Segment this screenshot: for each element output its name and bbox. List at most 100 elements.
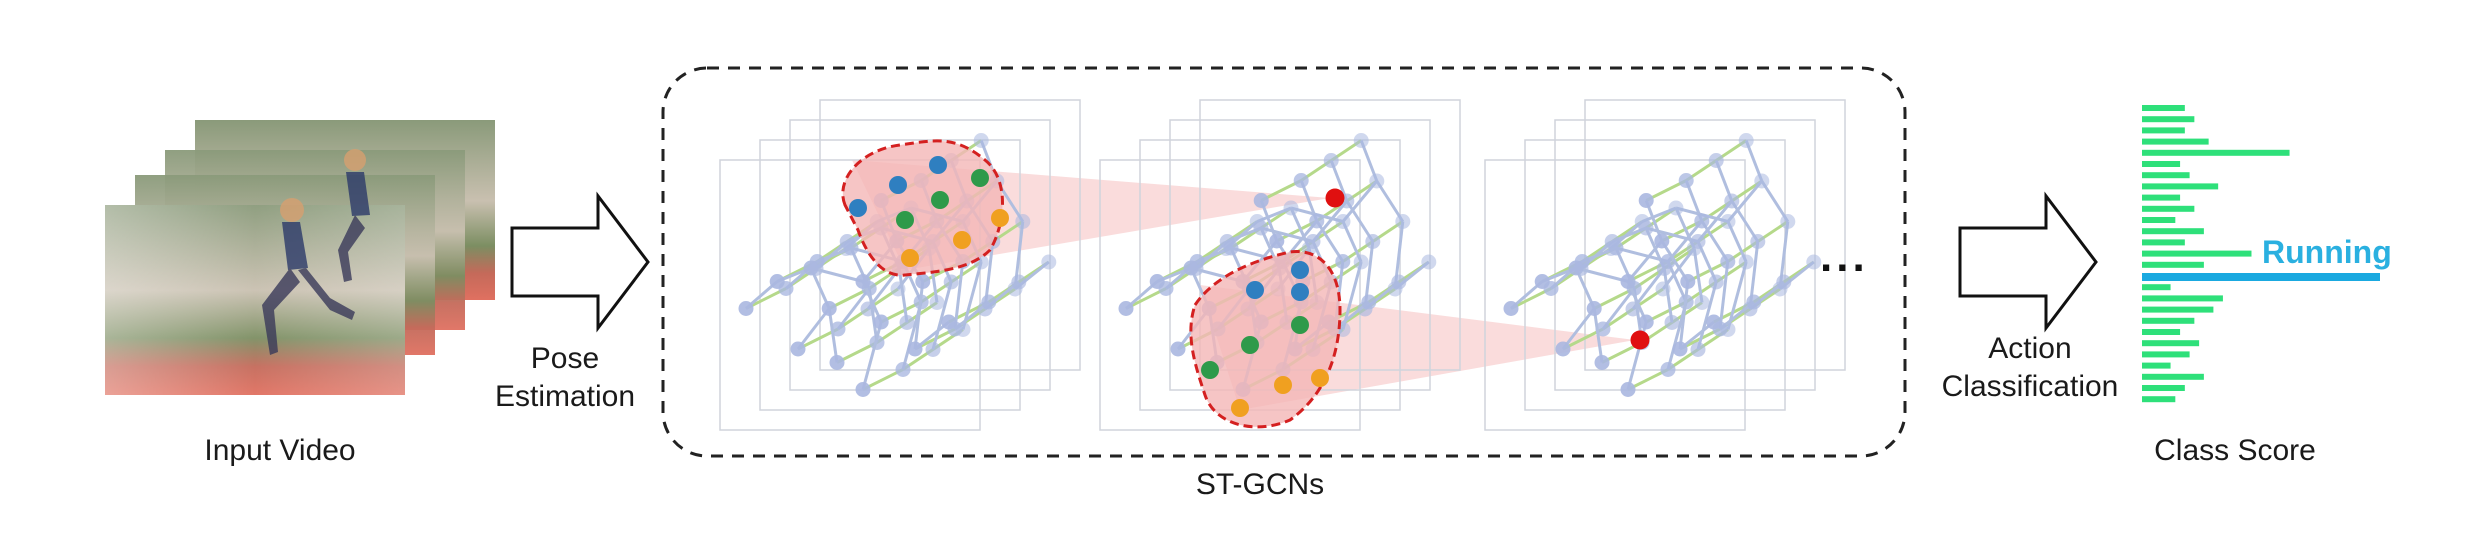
- spatial-edge: [1730, 200, 1760, 243]
- class-score-bar: [2142, 362, 2171, 369]
- class-score-bar: [2142, 239, 2185, 246]
- action-classification-label: Action Classification: [1905, 330, 2155, 406]
- joint-node: [1776, 274, 1792, 290]
- joint-node: [1708, 274, 1724, 290]
- joint-node: [803, 260, 819, 276]
- joint-node: [1595, 321, 1611, 337]
- class-score-bar: [2142, 306, 2214, 313]
- spatial-edge: [1561, 307, 1596, 350]
- class-score-bar: [2142, 149, 2290, 156]
- joint-node: [1170, 341, 1186, 357]
- pose-estimation-arrow: [510, 191, 650, 333]
- joint-node: [929, 295, 945, 310]
- class-score-bar: [2142, 183, 2219, 190]
- joint-node: [981, 294, 997, 310]
- class-score-bars: [2142, 105, 2380, 403]
- joint-node: [1664, 315, 1680, 330]
- spatial-edge: [1341, 180, 1378, 223]
- joint-node: [1678, 173, 1694, 188]
- graph-frame-border: [1099, 159, 1361, 431]
- joint-node: [1690, 342, 1706, 357]
- action-classification-arrow: [1958, 191, 2098, 333]
- highlighted-joint-node: [929, 156, 947, 174]
- joint-node: [769, 274, 785, 289]
- joint-node: [1738, 133, 1754, 148]
- highlight-region-2: [1189, 250, 1342, 429]
- class-score-bar: [2142, 105, 2185, 111]
- joint-node: [843, 240, 859, 256]
- spatial-edge: [861, 321, 883, 390]
- joint-node: [1586, 301, 1602, 316]
- joint-node: [1750, 234, 1766, 249]
- class-score-bar: [2142, 385, 2185, 391]
- joint-node: [1568, 260, 1584, 276]
- joint-node: [1305, 234, 1321, 249]
- spatial-edge: [796, 307, 831, 350]
- joint-node: [873, 314, 889, 330]
- spatial-edge: [1645, 226, 1699, 243]
- joint-node: [1620, 274, 1636, 289]
- joint-node: [1746, 294, 1762, 310]
- spatial-edge: [1345, 200, 1375, 243]
- highlighted-joint-node: [896, 211, 914, 229]
- graph-frame-border: [1584, 99, 1846, 371]
- joint-node: [1638, 193, 1654, 208]
- joint-node: [1708, 153, 1724, 168]
- class-score-bar: [2142, 250, 2252, 257]
- joint-node: [1724, 193, 1740, 209]
- joint-node: [738, 301, 754, 316]
- joint-node: [1654, 233, 1670, 249]
- spatial-edge: [1660, 240, 1690, 283]
- class-score-bar: [2142, 172, 2190, 179]
- st-gcn-layer-3: [1484, 99, 1846, 431]
- class-score-bar: [2142, 284, 2171, 291]
- class-score-bar: [2142, 261, 2204, 268]
- joint-node: [1365, 234, 1381, 249]
- spatial-edge: [836, 287, 871, 330]
- joint-node: [1421, 254, 1437, 270]
- class-score-bar: [2142, 127, 2185, 134]
- joint-node: [1283, 200, 1299, 216]
- joint-node: [943, 274, 959, 290]
- spatial-edge: [913, 281, 925, 350]
- joint-node: [1353, 254, 1369, 270]
- output-node-1: [1325, 188, 1345, 208]
- spatial-edge: [1315, 220, 1345, 263]
- spatial-edge: [1341, 261, 1363, 330]
- joint-node: [907, 341, 923, 357]
- joint-node: [973, 133, 989, 148]
- joint-node: [1149, 274, 1165, 289]
- spatial-edge: [1726, 261, 1748, 330]
- highlighted-joint-node: [1291, 316, 1309, 334]
- joint-node: [915, 274, 931, 289]
- joint-node: [1720, 254, 1736, 269]
- more-layers-ellipsis: ...: [1820, 232, 1869, 281]
- class-score-bar: [2142, 116, 2195, 123]
- spatial-edge: [1662, 268, 1674, 323]
- spatial-edge: [1592, 308, 1604, 363]
- highlighted-joint-node: [901, 249, 919, 267]
- joint-node: [925, 342, 941, 357]
- class-score-bar: [2142, 373, 2204, 380]
- joint-node: [1534, 274, 1550, 289]
- joint-node: [1309, 213, 1325, 229]
- class-score-bar: [2142, 138, 2209, 145]
- highlighted-joint-node: [1291, 261, 1309, 279]
- highlighted-joint-node: [1201, 361, 1219, 379]
- spatial-edge: [1375, 180, 1405, 223]
- joint-node: [855, 274, 871, 289]
- output-node-2: [1630, 330, 1650, 350]
- joint-node: [899, 315, 915, 330]
- joint-node: [1323, 153, 1339, 168]
- highlighted-joint-node: [1311, 369, 1329, 387]
- joint-node: [1754, 173, 1770, 189]
- joint-node: [1720, 214, 1736, 229]
- joint-node: [1361, 294, 1377, 310]
- spatial-edge: [1692, 248, 1704, 303]
- joint-node: [1780, 214, 1796, 229]
- spatial-edge: [1760, 180, 1790, 223]
- joint-node: [1503, 301, 1519, 316]
- highlighted-joint-node: [1246, 281, 1264, 299]
- joint-node: [1680, 274, 1696, 289]
